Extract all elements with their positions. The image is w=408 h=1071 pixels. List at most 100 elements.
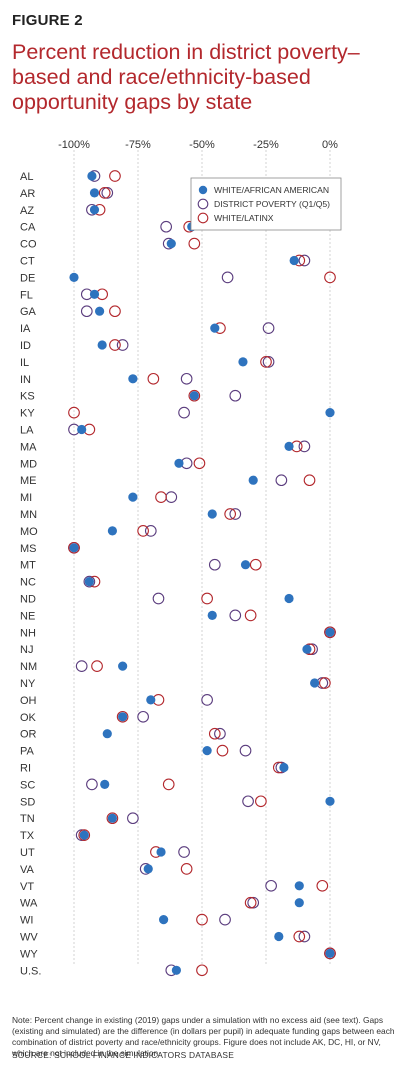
data-point <box>188 389 201 402</box>
legend-items: WHITE/AFRICAN AMERICAN DISTRICT POVERTY (… <box>197 185 330 224</box>
chart-source: SOURCE: SCHOOL FINANCE INDICATORS DATABA… <box>12 1050 234 1060</box>
legend-label: WHITE/AFRICAN AMERICAN <box>214 185 329 195</box>
data-point <box>229 609 242 622</box>
state-label: KS <box>20 391 35 403</box>
data-point <box>224 508 237 520</box>
state-label: TX <box>20 830 35 842</box>
data-point <box>262 356 275 368</box>
state-label: OH <box>20 695 37 707</box>
data-point <box>207 610 217 621</box>
data-point <box>174 458 184 468</box>
data-point <box>147 372 160 385</box>
data-point <box>275 474 288 487</box>
state-labels: AL AR AZ CA CO CT DE FL GA IA ID IL IN KS KY LA MA MD ME MI… <box>20 171 41 977</box>
data-point <box>289 255 299 266</box>
x-tick-label: -50% <box>189 139 215 151</box>
data-point <box>193 457 206 470</box>
data-point <box>189 391 199 401</box>
state-label: MS <box>20 543 37 555</box>
state-label: ID <box>20 340 31 352</box>
state-label: ND <box>20 594 36 606</box>
state-label: MN <box>20 509 37 521</box>
data-point <box>221 271 234 284</box>
data-point <box>279 762 289 773</box>
data-point <box>165 491 178 503</box>
state-label: MO <box>20 526 38 538</box>
state-label: SD <box>20 796 35 808</box>
x-tick-label: 0% <box>322 139 338 151</box>
data-point <box>146 695 156 705</box>
state-label: NH <box>20 627 36 639</box>
state-label: CT <box>20 256 35 268</box>
data-point <box>325 408 335 418</box>
state-label: WI <box>20 915 33 927</box>
state-label: CA <box>20 222 36 234</box>
data-point <box>91 660 103 672</box>
legend-box <box>190 177 342 231</box>
data-point <box>262 322 275 334</box>
data-point <box>324 626 336 639</box>
data-point <box>216 744 229 757</box>
data-point <box>210 323 220 333</box>
data-point <box>137 525 149 537</box>
data-point <box>69 272 79 282</box>
state-label: VA <box>20 864 35 876</box>
data-point <box>97 340 107 350</box>
data-point <box>255 795 267 808</box>
data-point <box>152 592 165 605</box>
data-point <box>294 881 304 891</box>
state-label: RI <box>20 763 31 775</box>
data-point <box>127 812 139 825</box>
data-point <box>128 492 138 502</box>
data-point <box>244 609 257 622</box>
data-point <box>214 727 226 740</box>
data-point <box>100 779 110 790</box>
data-point <box>319 677 331 689</box>
data-point <box>207 509 217 519</box>
data-point <box>310 678 320 688</box>
data-point <box>69 543 79 553</box>
data-point <box>180 863 193 875</box>
data-point <box>160 220 173 233</box>
state-label: OR <box>20 729 37 741</box>
data-point <box>101 187 114 199</box>
data-point <box>293 930 306 943</box>
data-point <box>79 830 89 840</box>
data-point <box>325 796 335 806</box>
state-label: TN <box>20 813 35 825</box>
data-point <box>89 205 100 215</box>
data-point <box>162 778 175 791</box>
state-label: MI <box>20 492 32 504</box>
state-label: NE <box>20 610 35 622</box>
state-label: PA <box>20 746 35 758</box>
data-point <box>102 729 112 739</box>
data-point <box>248 475 258 485</box>
data-point <box>294 898 304 908</box>
data-point <box>144 525 157 537</box>
data-point <box>325 948 335 959</box>
data-point <box>219 913 231 926</box>
data-point <box>298 930 311 943</box>
data-point <box>240 560 251 570</box>
data-point <box>274 931 284 942</box>
data-point <box>109 339 121 351</box>
data-point <box>298 440 311 453</box>
data-point <box>249 558 262 571</box>
data-point <box>118 712 128 722</box>
data-point <box>239 744 252 757</box>
legend-label: WHITE/LATINX <box>214 213 274 223</box>
state-label: UT <box>20 847 35 859</box>
state-label: LA <box>20 425 34 437</box>
legend: WHITE/AFRICAN AMERICAN DISTRICT POVERTY (… <box>190 177 342 231</box>
data-point <box>202 746 212 756</box>
data-point <box>77 424 87 435</box>
data-point <box>109 170 121 182</box>
x-axis-ticks: -100% -75% -50% -25% 0% <box>58 139 338 151</box>
state-label: NM <box>20 661 37 673</box>
data-point <box>229 389 242 402</box>
data-point <box>260 356 272 368</box>
data-point <box>324 271 336 284</box>
data-point <box>155 491 167 503</box>
data-point <box>244 896 257 909</box>
data-point <box>156 847 166 857</box>
